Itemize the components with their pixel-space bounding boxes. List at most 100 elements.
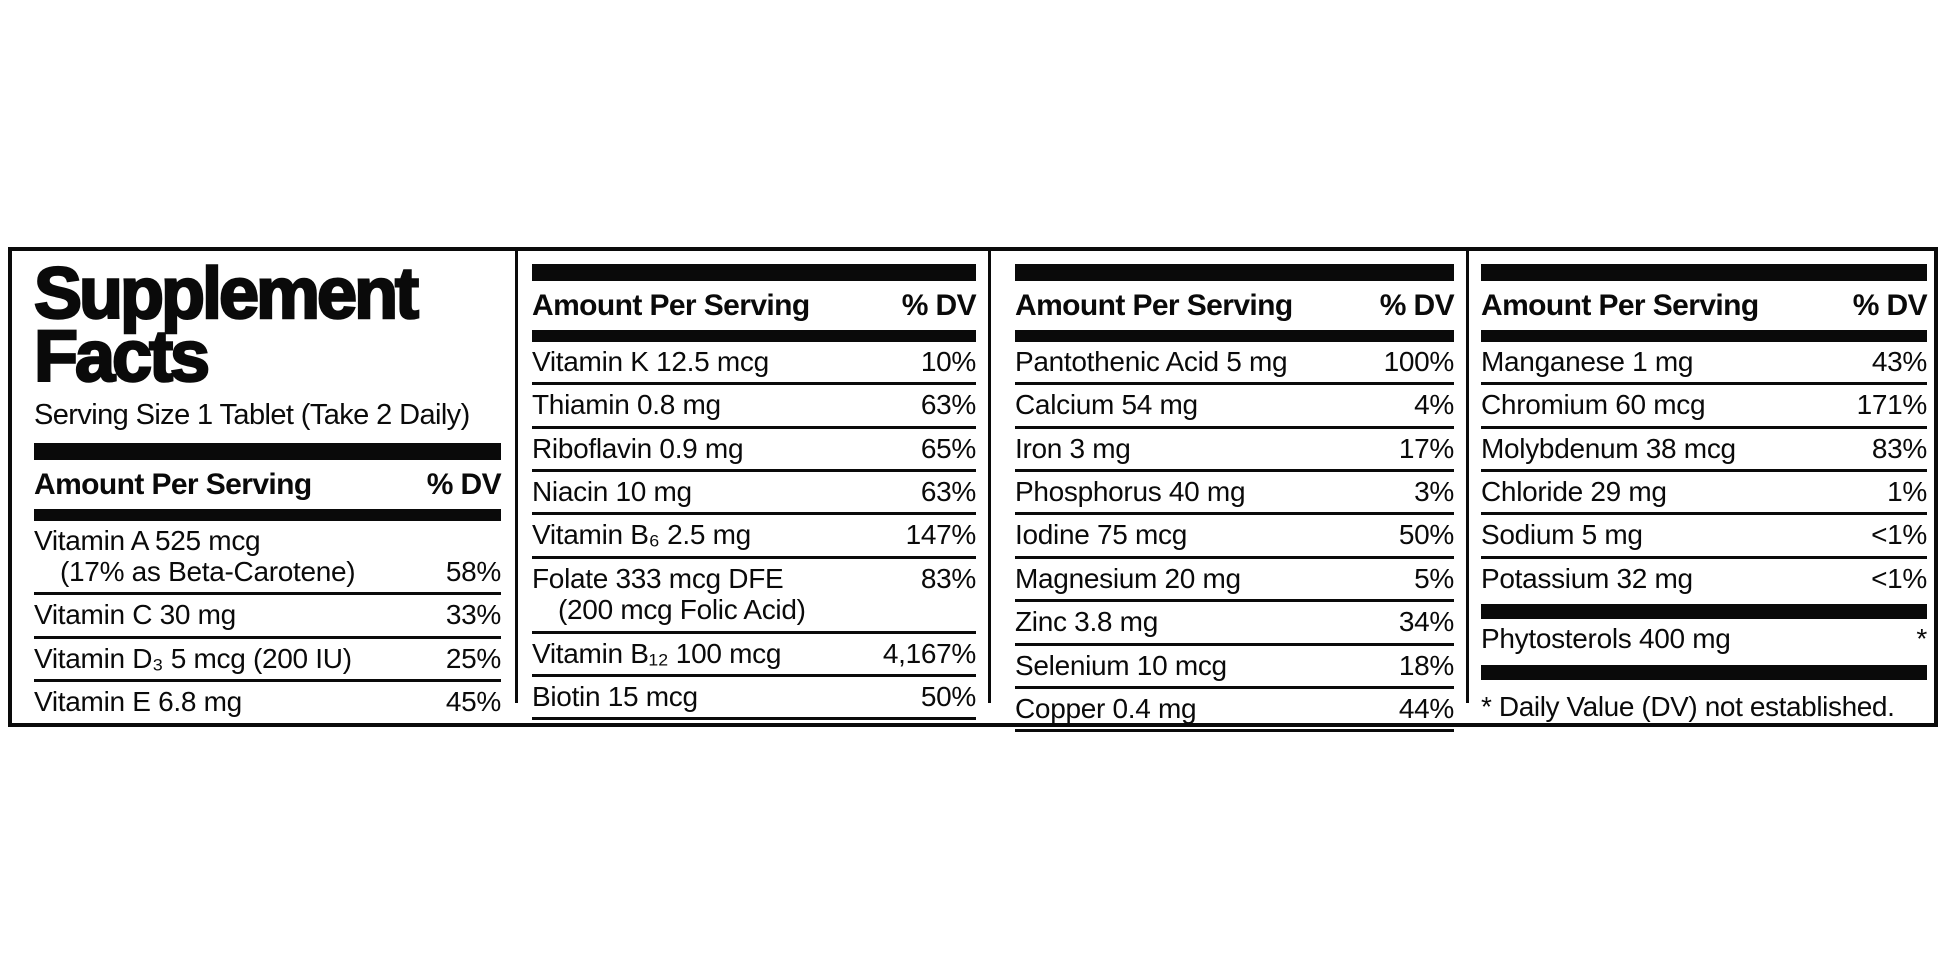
percent-dv-label: % DV [426, 467, 502, 501]
nutrient-dv-value: 18% [1398, 649, 1454, 681]
column-header: Amount Per Serving % DV [34, 460, 502, 509]
nutrient-dv-value: 83% [920, 562, 976, 594]
nutrient-dv-value: 63% [920, 476, 976, 508]
nutrient-row: Thiamin 0.8 mg 63% [532, 385, 976, 429]
column-vitamins-k-biotin: Amount Per Serving % DV Vitamin K 12.5 m… [518, 251, 988, 723]
nutrient-dv-value: 5% [1414, 562, 1454, 594]
nutrient-name: Vitamin B₆ 2.5 mg [532, 519, 896, 550]
nutrient-row: Manganese 1 mg 43% [1481, 342, 1927, 386]
nutrient-dv-value: <1% [1871, 519, 1927, 551]
nutrient-name: Manganese 1 mg [1481, 346, 1862, 377]
nutrient-name: Vitamin B₁₂ 100 mcg [532, 638, 873, 669]
nutrient-dv-value: <1% [1871, 562, 1927, 594]
nutrient-name-line1: Zinc 3.8 mg [1015, 606, 1158, 638]
nutrient-name-line1: Vitamin K 12.5 mcg [532, 346, 769, 377]
nutrient-name: Magnesium 20 mg [1015, 563, 1404, 594]
nutrient-row: Potassium 32 mg <1% [1481, 559, 1927, 599]
column-divider [1466, 251, 1469, 703]
nutrient-name: Vitamin C 30 mg [34, 599, 436, 630]
serving-size-text: Serving Size 1 Tablet (Take 2 Daily) [34, 398, 470, 431]
nutrient-row: Vitamin B₁₂ 100 mcg 4,167% [532, 634, 976, 677]
column-header: Amount Per Serving % DV [532, 281, 977, 330]
column-header: Amount Per Serving % DV [1015, 281, 1455, 330]
nutrient-row: Chloride 29 mg 1% [1481, 472, 1927, 516]
separator-bar [532, 330, 976, 342]
nutrient-row: Vitamin E 6.8 mg 45% [34, 682, 501, 726]
nutrient-dv-value: 4% [1414, 389, 1454, 421]
column-vitamins-a-e: Supplement Facts Serving Size 1 Tablet (… [12, 251, 515, 726]
nutrient-name-line1: Chromium 60 mcg [1481, 389, 1706, 421]
nutrient-dv-value: 44% [1398, 692, 1454, 724]
separator-bar [1015, 330, 1454, 342]
nutrient-name-line1: Vitamin C 30 mg [34, 599, 236, 631]
nutrient-name-line2: (200 mcg Folic Acid) [558, 594, 806, 626]
separator-bar [1481, 330, 1927, 342]
nutrient-name: Copper 0.4 mg [1015, 693, 1389, 724]
nutrient-name: Selenium 10 mcg [1015, 650, 1389, 681]
nutrient-row: Vitamin D₃ 5 mcg (200 IU) 25% [34, 639, 501, 683]
nutrient-dv-value: 10% [920, 346, 976, 377]
column-minerals-2: Amount Per Serving % DV Manganese 1 mg 43… [1469, 251, 1934, 723]
nutrient-row: Folate 333 mcg DFE (200 mcg Folic Acid) 83… [532, 559, 976, 634]
nutrient-name: Potassium 32 mg [1481, 563, 1861, 594]
nutrient-name: Biotin 15 mcg [532, 681, 911, 712]
nutrient-name: Iron 3 mg [1015, 433, 1389, 464]
column-minerals-1: Amount Per Serving % DV Pantothenic Acid… [991, 251, 1466, 733]
amount-per-serving-label: Amount Per Serving [34, 467, 312, 501]
nutrient-dv-value: 50% [1398, 519, 1454, 551]
nutrient-name: Sodium 5 mg [1481, 519, 1861, 550]
nutrient-rows: Vitamin K 12.5 mcg 10% Thiamin 0.8 mg 63% Ri… [532, 342, 976, 721]
column-divider [515, 251, 518, 703]
separator-bar [34, 442, 501, 460]
nutrient-row: Calcium 54 mg 4% [1015, 385, 1454, 429]
nutrient-name: Chromium 60 mcg [1481, 389, 1847, 420]
nutrient-name-line1: Vitamin A 525 mcg [34, 524, 261, 556]
nutrient-name: Folate 333 mcg DFE (200 mcg Folic Acid) [532, 563, 911, 626]
nutrient-dv-value: 63% [920, 389, 976, 421]
separator-bar [1015, 264, 1454, 281]
nutrient-dv-value: 3% [1414, 476, 1454, 508]
nutrient-dv-value: 65% [920, 432, 976, 464]
nutrient-name: Molybdenum 38 mcg [1481, 433, 1862, 464]
nutrient-row: Iodine 75 mcg 50% [1015, 515, 1454, 559]
nutrient-name: Vitamin A 525 mcg (17% as Beta-Carotene) [34, 525, 436, 588]
panel-title: Supplement Facts [33, 254, 501, 398]
nutrient-name-line1: Vitamin B₁₂ 100 mcg [532, 637, 782, 669]
nutrient-name-line1: Thiamin 0.8 mg [532, 389, 721, 421]
separator-bar [532, 264, 976, 281]
nutrient-name-line1: Vitamin D₃ 5 mcg (200 IU) [34, 642, 352, 674]
nutrient-row: Vitamin K 12.5 mcg 10% [532, 342, 976, 386]
nutrient-name: Vitamin K 12.5 mcg [532, 346, 911, 377]
nutrient-row: Phytosterols 400 mg * [1481, 619, 1927, 659]
nutrient-name-line1: Molybdenum 38 mcg [1481, 432, 1736, 464]
nutrient-name-line1: Pantothenic Acid 5 mg [1015, 346, 1288, 377]
separator-bar [1481, 264, 1927, 281]
separator-bar [34, 508, 501, 521]
percent-dv-label: % DV [1379, 289, 1455, 322]
nutrient-name-line1: Iodine 75 mcg [1015, 519, 1187, 551]
column-header: Amount Per Serving % DV [1481, 281, 1928, 330]
nutrient-name-line1: Manganese 1 mg [1481, 346, 1694, 377]
nutrient-row: Vitamin A 525 mcg (17% as Beta-Carotene) 5… [34, 521, 501, 596]
amount-per-serving-label: Amount Per Serving [532, 289, 810, 322]
nutrient-name-line1: Vitamin B₆ 2.5 mg [532, 519, 751, 551]
nutrient-name-line1: Riboflavin 0.9 mg [532, 432, 744, 464]
nutrient-row: Copper 0.4 mg 44% [1015, 689, 1454, 733]
nutrient-dv-value: 58% [445, 556, 501, 588]
nutrient-row: Zinc 3.8 mg 34% [1015, 602, 1454, 646]
nutrient-dv-value: 43% [1871, 346, 1927, 377]
nutrient-name-line1: Calcium 54 mg [1015, 389, 1198, 421]
percent-dv-label: % DV [901, 289, 977, 322]
separator-bar [1481, 664, 1927, 680]
nutrient-row: Chromium 60 mcg 171% [1481, 385, 1927, 429]
panel-title-line2: Facts [33, 317, 212, 398]
nutrient-rows: Pantothenic Acid 5 mg 100% Calcium 54 mg 4%… [1015, 342, 1454, 733]
percent-dv-label: % DV [1852, 289, 1928, 322]
nutrient-name-line1: Potassium 32 mg [1481, 562, 1693, 594]
panel-title-line1: Supplement [33, 254, 421, 334]
nutrient-rows: Manganese 1 mg 43% Chromium 60 mcg 171% Moly… [1481, 342, 1927, 680]
supplement-facts-panel: Supplement Facts Serving Size 1 Tablet (… [8, 247, 1938, 733]
nutrient-row: Molybdenum 38 mcg 83% [1481, 429, 1927, 473]
nutrient-dv-value: 25% [445, 642, 501, 674]
